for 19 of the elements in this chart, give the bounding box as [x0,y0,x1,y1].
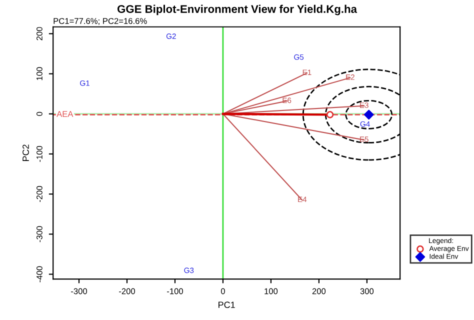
x-tick-label: 100 [264,288,278,294]
x-tick-label: 0 [220,288,225,294]
y-tick-label: 200 [36,27,42,40]
chart-title: GGE Biplot-Environment View for Yield.Kg.ha [117,4,358,16]
x-tick-label: -200 [119,288,136,294]
y-tick-label: -100 [36,146,42,162]
x-tick-label: 200 [312,288,326,294]
x-axis-title: PC1 [218,302,235,308]
y-tick-label: 0 [36,112,42,116]
x-tick-label: 300 [360,288,374,294]
y-tick-label: 100 [36,67,42,80]
x-tick-label: -100 [167,288,183,294]
y-tick-label: -400 [36,266,42,282]
chart-subtitle: PC1=77.6%; PC2=16.6% [54,18,147,25]
x-tick-label: -300 [71,288,88,294]
y-tick-label: -200 [36,186,42,202]
y-axis-title: PC2 [22,144,29,161]
y-tick-label: -300 [36,226,42,242]
ref-line-label: AEA [56,111,74,117]
